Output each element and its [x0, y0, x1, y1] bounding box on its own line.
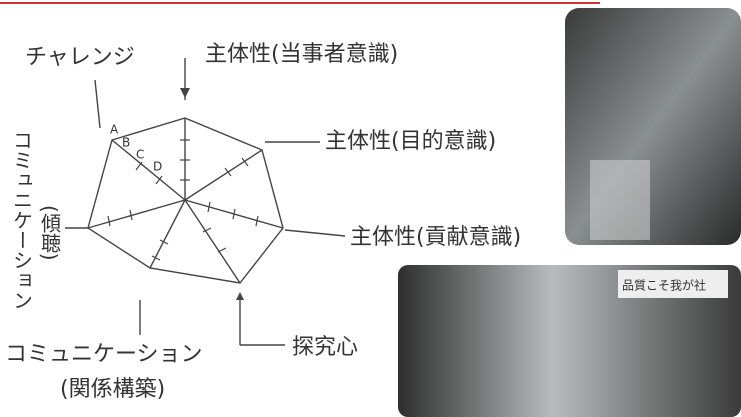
scale-label: A [110, 123, 119, 137]
axis-label: 主体性(目的意識) [325, 129, 496, 154]
photo-sign [618, 270, 728, 298]
scale-label: D [153, 160, 162, 174]
axis-label: チャレンジ [25, 45, 135, 70]
photo-detail [590, 160, 650, 240]
radar [65, 58, 346, 346]
axis-label: 主体性(当事者意識) [205, 42, 398, 67]
photo [398, 265, 741, 417]
axis-label: (傾聴) [38, 205, 62, 261]
sign-text: 品質こそ我が社 [622, 278, 706, 293]
axis-label: コミュニケーション [5, 342, 203, 367]
axis-label: (関係構築) [60, 377, 165, 402]
axis-label: 探究心 [292, 335, 358, 360]
axis-label: コミュニケーション [10, 130, 34, 310]
scale-label: C [136, 148, 144, 162]
scale-label: B [122, 136, 130, 150]
axis-label: 主体性(貢献意識) [350, 225, 521, 250]
